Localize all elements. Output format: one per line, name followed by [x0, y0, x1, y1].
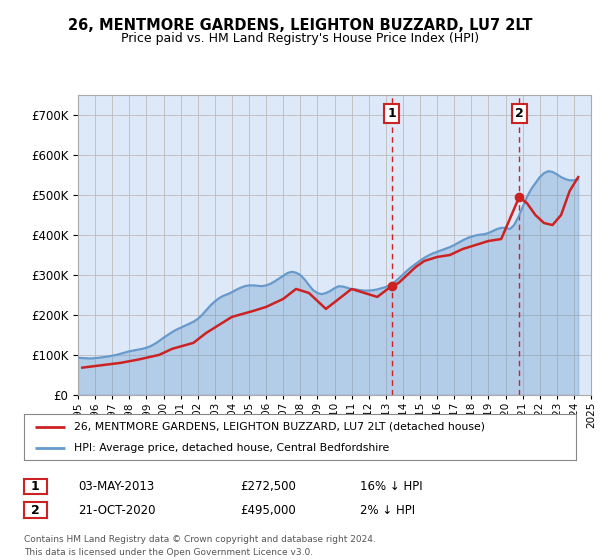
- Text: 2: 2: [31, 503, 40, 517]
- Text: 16% ↓ HPI: 16% ↓ HPI: [360, 480, 422, 493]
- Text: £495,000: £495,000: [240, 503, 296, 517]
- Text: 26, MENTMORE GARDENS, LEIGHTON BUZZARD, LU7 2LT (detached house): 26, MENTMORE GARDENS, LEIGHTON BUZZARD, …: [74, 422, 485, 432]
- Text: This data is licensed under the Open Government Licence v3.0.: This data is licensed under the Open Gov…: [24, 548, 313, 557]
- Text: Price paid vs. HM Land Registry's House Price Index (HPI): Price paid vs. HM Land Registry's House …: [121, 32, 479, 45]
- Text: 1: 1: [31, 480, 40, 493]
- Text: Contains HM Land Registry data © Crown copyright and database right 2024.: Contains HM Land Registry data © Crown c…: [24, 535, 376, 544]
- Text: 26, MENTMORE GARDENS, LEIGHTON BUZZARD, LU7 2LT: 26, MENTMORE GARDENS, LEIGHTON BUZZARD, …: [68, 18, 532, 33]
- Text: 1: 1: [388, 106, 396, 120]
- Text: 2: 2: [515, 106, 524, 120]
- Text: HPI: Average price, detached house, Central Bedfordshire: HPI: Average price, detached house, Cent…: [74, 443, 389, 453]
- Text: 2% ↓ HPI: 2% ↓ HPI: [360, 503, 415, 517]
- Text: 21-OCT-2020: 21-OCT-2020: [78, 503, 155, 517]
- Text: £272,500: £272,500: [240, 480, 296, 493]
- Text: 03-MAY-2013: 03-MAY-2013: [78, 480, 154, 493]
